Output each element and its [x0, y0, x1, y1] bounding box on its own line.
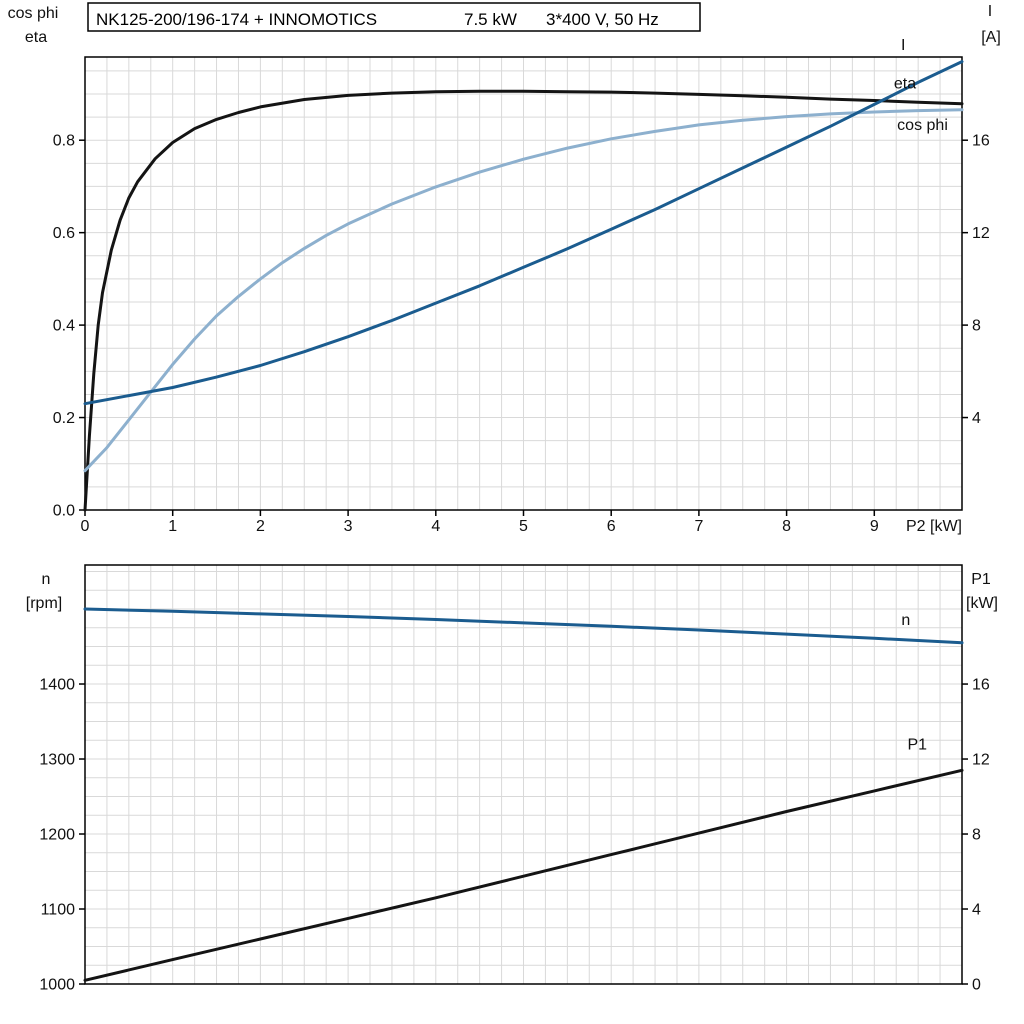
x-axis-title: P2 [kW] — [906, 518, 962, 535]
x-tick-label: 4 — [431, 518, 440, 535]
grid — [84, 565, 963, 985]
title-box-border — [87, 2, 701, 32]
top-chart: 0 1 2 3 4 5 6 7 8 9 P2 [kW]0.00.20.40.60.8481216Ie… — [53, 37, 990, 535]
x-tick-label: 0 — [81, 518, 90, 535]
y-right-tick-label: 8 — [972, 827, 981, 844]
y-left-tick-label: 0.2 — [53, 410, 75, 427]
bottom-right-axis-label-line1: P1 — [971, 571, 991, 588]
grid — [84, 57, 963, 511]
bottom-left-axis-label-line2: [rpm] — [26, 595, 62, 612]
curve-label-I: I — [901, 37, 905, 54]
x-tick-label: 8 — [782, 518, 791, 535]
top-left-axis-label-line2: eta — [25, 29, 47, 46]
y-right-tick-label: 12 — [972, 225, 990, 242]
x-tick-label: 2 — [256, 518, 265, 535]
y-right-tick-label: 4 — [972, 410, 981, 427]
y-right-tick-label: 8 — [972, 318, 981, 335]
y-right-tick-label: 16 — [972, 677, 990, 694]
y-right-tick-label: 4 — [972, 902, 981, 919]
series-n — [83, 607, 964, 645]
series-cos-phi — [83, 108, 964, 473]
y-left-tick-label: 1000 — [39, 977, 75, 994]
bottom-left-axis-label-line1: n — [42, 571, 51, 588]
x-tick-label: 5 — [519, 518, 528, 535]
y-right-tick-label: 12 — [972, 752, 990, 769]
x-tick-label: 1 — [168, 518, 177, 535]
top-right-axis-label-line1: I — [988, 3, 992, 20]
bottom-right-axis-label-line2: [kW] — [966, 595, 998, 612]
curve-label-cos-phi: cos phi — [897, 117, 948, 134]
y-left-tick-label: 0.4 — [53, 318, 75, 335]
series-eta — [83, 89, 964, 512]
curve-label-eta: eta — [894, 75, 916, 92]
tick-labels: 1000 1100 1200 1300 1400 0 4 8 12 16 — [39, 677, 989, 994]
y-left-tick-label: 0.0 — [53, 503, 75, 520]
x-tick-label: 3 — [344, 518, 353, 535]
y-right-tick-label: 16 — [972, 133, 990, 150]
x-tick-label: 7 — [694, 518, 703, 535]
chart-title-voltage: 3*400 V, 50 Hz — [546, 10, 659, 29]
curve-label-n: n — [901, 612, 910, 629]
bottom-chart: 1000 1100 1200 1300 1400 0 4 8 12 16 n P1 — [39, 564, 990, 994]
y-left-tick-label: 0.8 — [53, 133, 75, 150]
plot-frame — [84, 564, 963, 985]
top-right-axis-label-line2: [A] — [981, 29, 1001, 46]
x-tick-label: 6 — [607, 518, 616, 535]
series-P1 — [83, 768, 964, 982]
title-box: NK125-200/196-174 + INNOMOTICS 7.5 kW 3*… — [87, 2, 701, 32]
y-left-tick-label: 1400 — [39, 677, 75, 694]
y-left-tick-label: 1100 — [41, 902, 76, 919]
curve-label-P1: P1 — [907, 737, 927, 754]
y-right-tick-label: 0 — [972, 977, 981, 994]
y-left-tick-label: 1300 — [39, 752, 75, 769]
x-tick-label: 9 — [870, 518, 879, 535]
top-left-axis-label-line1: cos phi — [8, 5, 59, 22]
series-I — [83, 60, 964, 406]
y-left-tick-label: 1200 — [39, 827, 75, 844]
y-left-tick-label: 0.6 — [53, 225, 75, 242]
chart-title-power: 7.5 kW — [464, 10, 517, 29]
chart-title-model: NK125-200/196-174 + INNOMOTICS — [96, 10, 377, 29]
